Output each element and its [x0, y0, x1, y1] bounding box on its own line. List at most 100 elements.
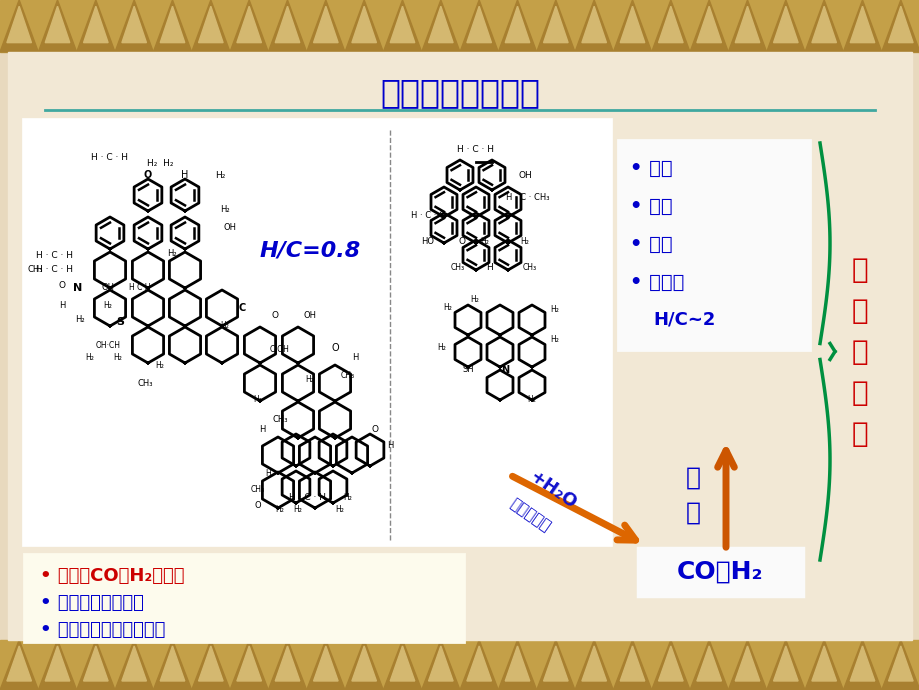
Polygon shape — [153, 640, 191, 690]
Polygon shape — [121, 6, 146, 43]
Polygon shape — [651, 640, 689, 690]
Polygon shape — [383, 640, 421, 690]
Polygon shape — [651, 0, 689, 52]
Text: H₂: H₂ — [443, 304, 452, 313]
Polygon shape — [811, 646, 835, 681]
Polygon shape — [191, 640, 230, 690]
Text: H₂: H₂ — [167, 248, 176, 257]
Polygon shape — [888, 646, 913, 681]
Text: H₂: H₂ — [221, 320, 229, 330]
Polygon shape — [115, 0, 153, 52]
Polygon shape — [313, 6, 338, 43]
Text: H₂: H₂ — [155, 360, 165, 370]
Polygon shape — [574, 0, 613, 52]
Text: OH·CH: OH·CH — [96, 340, 120, 350]
Polygon shape — [230, 0, 268, 52]
Text: H: H — [181, 170, 188, 180]
Polygon shape — [505, 6, 529, 43]
Bar — [0, 0, 919, 52]
Text: • 核心是CO＋H₂的反应: • 核心是CO＋H₂的反应 — [40, 567, 185, 585]
Polygon shape — [230, 640, 268, 690]
Polygon shape — [351, 646, 376, 681]
Text: • 甲醒: • 甲醒 — [630, 235, 672, 253]
Polygon shape — [888, 6, 913, 43]
Polygon shape — [39, 640, 76, 690]
Text: OH: OH — [517, 170, 531, 179]
Text: SH: SH — [461, 366, 473, 375]
Polygon shape — [849, 6, 874, 43]
Polygon shape — [581, 6, 606, 43]
Polygon shape — [849, 646, 874, 681]
Polygon shape — [199, 646, 223, 681]
Polygon shape — [45, 6, 70, 43]
Text: H₂: H₂ — [550, 306, 559, 315]
Polygon shape — [811, 6, 835, 43]
Polygon shape — [76, 0, 115, 52]
Text: H · C · H: H · C · H — [289, 493, 326, 502]
Polygon shape — [160, 646, 185, 681]
Polygon shape — [237, 6, 261, 43]
Text: CH₃: CH₃ — [251, 486, 265, 495]
Polygon shape — [383, 0, 421, 52]
Text: O: O — [458, 237, 465, 246]
Polygon shape — [689, 0, 728, 52]
Polygon shape — [880, 0, 919, 52]
Polygon shape — [619, 646, 644, 681]
Text: H₂: H₂ — [276, 506, 284, 515]
Text: CH₃: CH₃ — [341, 371, 355, 380]
Text: O: O — [331, 343, 338, 353]
Polygon shape — [613, 0, 651, 52]
Polygon shape — [804, 640, 843, 690]
Text: H₂: H₂ — [335, 506, 344, 515]
Polygon shape — [581, 646, 606, 681]
Text: CH₃: CH₃ — [522, 264, 537, 273]
Text: CO、H₂: CO、H₂ — [676, 560, 763, 584]
Text: C: C — [238, 303, 245, 313]
Polygon shape — [543, 646, 568, 681]
Text: H: H — [386, 440, 392, 449]
Text: H: H — [258, 426, 265, 435]
Text: O: O — [59, 281, 65, 290]
Text: OH: OH — [223, 224, 236, 233]
Text: H₂: H₂ — [85, 353, 95, 362]
Polygon shape — [728, 640, 766, 690]
Polygon shape — [734, 6, 759, 43]
Polygon shape — [345, 0, 383, 52]
Polygon shape — [574, 640, 613, 690]
Polygon shape — [313, 646, 338, 681]
Text: CH₃: CH₃ — [450, 264, 465, 273]
Polygon shape — [658, 646, 682, 681]
Polygon shape — [345, 640, 383, 690]
Text: CH₃: CH₃ — [28, 266, 42, 275]
Text: H: H — [265, 469, 270, 477]
Text: H₂: H₂ — [104, 301, 112, 310]
Polygon shape — [191, 0, 230, 52]
Text: H/C~2: H/C~2 — [652, 311, 715, 329]
Polygon shape — [237, 646, 261, 681]
Polygon shape — [421, 640, 460, 690]
Text: H: H — [486, 264, 493, 273]
Text: H₂: H₂ — [214, 170, 225, 179]
Text: H₂: H₂ — [520, 237, 528, 246]
Polygon shape — [7, 6, 31, 43]
Text: H₂  H₂: H₂ H₂ — [147, 159, 173, 168]
Polygon shape — [697, 6, 720, 43]
Polygon shape — [728, 0, 766, 52]
Polygon shape — [619, 6, 644, 43]
Polygon shape — [84, 6, 108, 43]
Text: H · C · H: H · C · H — [37, 266, 74, 275]
Text: • 柴油: • 柴油 — [630, 197, 672, 215]
Polygon shape — [268, 640, 306, 690]
Polygon shape — [658, 6, 682, 43]
Text: CH₃: CH₃ — [272, 415, 288, 424]
Text: H₂: H₂ — [254, 395, 262, 404]
Bar — [637, 548, 802, 596]
Text: H: H — [351, 353, 357, 362]
Text: H₂: H₂ — [113, 353, 122, 362]
Polygon shape — [428, 646, 453, 681]
Text: 催
化: 催 化 — [685, 465, 699, 524]
Polygon shape — [543, 6, 568, 43]
Polygon shape — [697, 646, 720, 681]
Polygon shape — [199, 6, 223, 43]
Text: O: O — [371, 426, 378, 435]
